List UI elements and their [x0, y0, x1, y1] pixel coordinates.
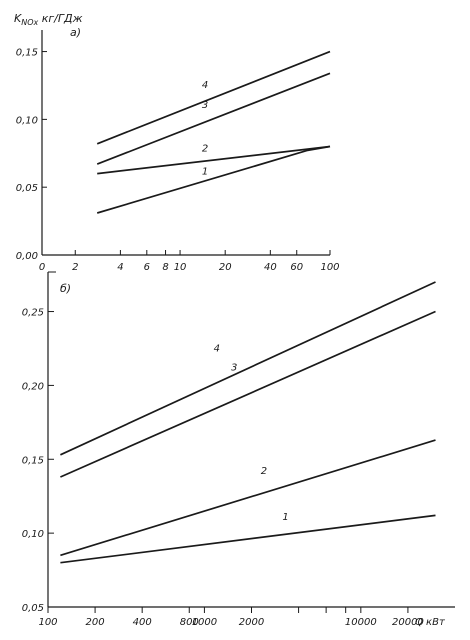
- panel-a-x-tick-label: 2: [72, 262, 78, 273]
- panel-b-x-tick-label: 400: [133, 617, 152, 628]
- panel-b-x-tick-label: 1000: [192, 617, 217, 628]
- panel-a-x-tick-label: 4: [117, 262, 123, 273]
- panel-b-y-tick-label: 0,25: [22, 308, 44, 319]
- panel-b-y-tick-label: 0,15: [22, 455, 44, 466]
- panel-b-x-tick-label: 2000: [239, 617, 264, 628]
- panel-b-series-label-3: 3: [231, 363, 237, 374]
- panel-b-y-tick-label: 0,05: [22, 603, 44, 614]
- panel-a-y-tick-label: 0,15: [16, 48, 38, 59]
- panel-a-label: а): [70, 26, 81, 39]
- panel-a-series-label-2: 2: [202, 144, 208, 155]
- panel-a-x-tick-label: 100: [320, 262, 339, 273]
- panel-a-y-tick-label: 0,00: [16, 251, 38, 262]
- panel-b-series-label-1: 1: [282, 512, 288, 523]
- panel-b-x-tick-label: 10000: [345, 617, 377, 628]
- panel-a-chart: 0,00 0,05 0,10 0,15 0 2 4 6 8 10 20 40 60 100 KNOx кг/…: [14, 12, 340, 273]
- panel-a-series-label-4: 4: [202, 80, 208, 91]
- panel-a-series-line-3: [96, 72, 331, 165]
- panel-b-y-tick-label: 0,20: [22, 381, 44, 392]
- panel-a-series-line-2: [97, 145, 331, 175]
- panel-b-x-tick-label: 200: [86, 617, 105, 628]
- panel-b-x-tick-label: 20000: [392, 617, 424, 628]
- panel-b-y-tick-label: 0,10: [22, 529, 44, 540]
- panel-b-x-axis-label: Q кВт: [415, 617, 446, 628]
- panel-b-series-line-1: [60, 514, 436, 564]
- panel-a-x-tick-label: 10: [174, 262, 187, 273]
- panel-a-x-tick-label: 0: [39, 262, 45, 273]
- panel-a-series-label-1: 1: [202, 167, 208, 178]
- panel-a-y-tick-label: 0,10: [16, 115, 38, 126]
- panel-b-x-tick-label: 800: [180, 617, 199, 628]
- panel-a-series-line-1: [96, 145, 331, 214]
- panel-a-series-line-4: [96, 50, 331, 145]
- panel-b-series-label-2: 2: [261, 466, 267, 477]
- panel-a-y-tick-label: 0,05: [16, 183, 38, 194]
- panel-b-series-line-3: [60, 310, 436, 478]
- panel-b-label: б): [60, 282, 71, 295]
- panel-b-x-tick-label: 100: [38, 617, 57, 628]
- panel-a-series-label-3: 3: [202, 100, 208, 111]
- panel-a-x-tick-label: 60: [290, 262, 303, 273]
- panel-a-x-tick-label: 20: [219, 262, 232, 273]
- panel-a-x-tick-label: 6: [144, 262, 150, 273]
- panel-b-series-line-2: [60, 439, 436, 557]
- panel-b-series-line-4: [60, 281, 436, 456]
- panel-a-x-tick-label: 8: [162, 262, 168, 273]
- panel-b-series-label-4: 4: [214, 343, 220, 354]
- panel-a-x-tick-label: 40: [264, 262, 277, 273]
- panel-a-y-axis-label: KNOx кг/ГДж: [14, 12, 83, 27]
